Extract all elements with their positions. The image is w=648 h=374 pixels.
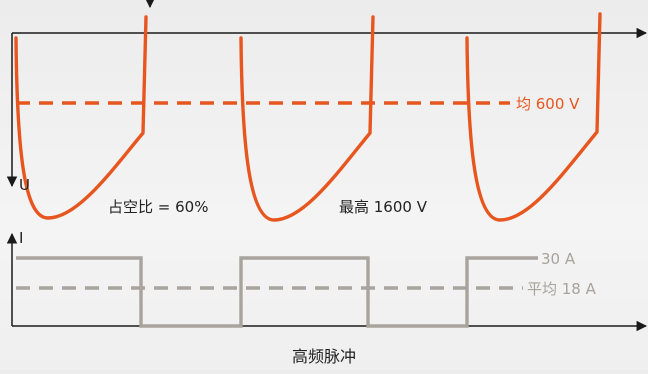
voltage-waveform [14, 12, 602, 222]
peak-voltage-label: 最高 1600 V [339, 198, 428, 216]
current-average-label: 平均 18 A [527, 280, 597, 298]
current-axis-label: I [19, 229, 23, 247]
duty-cycle-label: 占空比 = 60% [108, 198, 208, 216]
current-waveform [16, 256, 538, 328]
voltage-axis-label: U [19, 176, 30, 194]
diagram-caption: 高频脉冲 [292, 347, 356, 366]
current-high-label: 30 A [541, 250, 576, 268]
voltage-average-label: 均 600 V [516, 95, 580, 113]
